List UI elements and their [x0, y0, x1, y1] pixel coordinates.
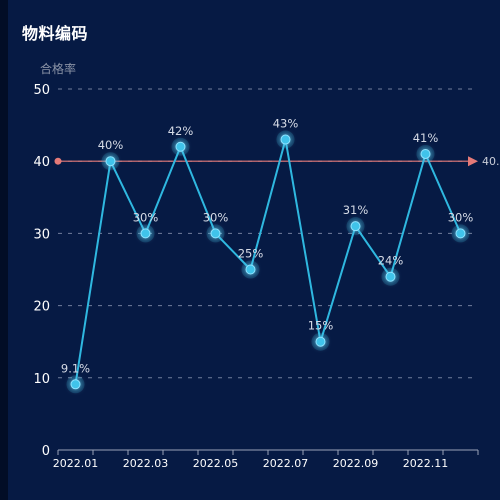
y-tick-label: 30	[33, 227, 50, 242]
data-point	[105, 156, 116, 167]
data-point	[350, 221, 361, 232]
data-label: 42%	[168, 124, 194, 138]
data-point	[245, 264, 256, 275]
data-point	[210, 228, 221, 239]
data-label: 41%	[413, 131, 439, 145]
mark-line-arrow	[468, 156, 478, 167]
x-tick-label: 2022.05	[193, 457, 239, 470]
y-tick-label: 50	[33, 83, 50, 98]
left-edge-strip	[0, 0, 8, 500]
y-tick-label: 0	[42, 444, 50, 459]
x-tick-label: 2022.07	[263, 457, 309, 470]
data-point	[315, 336, 326, 347]
data-label: 24%	[378, 254, 404, 268]
mark-line-label: 40.	[482, 155, 500, 168]
data-label: 30%	[203, 210, 229, 224]
data-label: 43%	[273, 117, 299, 131]
x-tick-label: 2022.01	[53, 457, 99, 470]
data-point	[420, 148, 431, 159]
data-label: 15%	[308, 319, 334, 333]
x-tick-label: 2022.09	[333, 457, 379, 470]
y-tick-label: 10	[33, 372, 50, 387]
data-point	[455, 228, 466, 239]
data-point	[385, 271, 396, 282]
chart-title: 物料编码	[22, 24, 89, 43]
series-line	[74, 138, 462, 385]
data-label: 30%	[448, 210, 474, 224]
y-tick-label: 20	[33, 300, 50, 315]
data-point	[175, 141, 186, 152]
data-label: 31%	[343, 203, 369, 217]
data-label: 25%	[238, 247, 264, 261]
x-tick-label: 2022.03	[123, 457, 169, 470]
data-label: 30%	[133, 210, 159, 224]
data-point	[70, 379, 81, 390]
data-label: 40%	[98, 138, 124, 152]
data-label: 9.1%	[61, 361, 90, 375]
y-tick-label: 40	[33, 155, 50, 170]
y-axis-label: 合格率	[40, 62, 77, 76]
data-point	[280, 134, 291, 145]
x-tick-label: 2022.11	[403, 457, 449, 470]
data-point	[140, 228, 151, 239]
